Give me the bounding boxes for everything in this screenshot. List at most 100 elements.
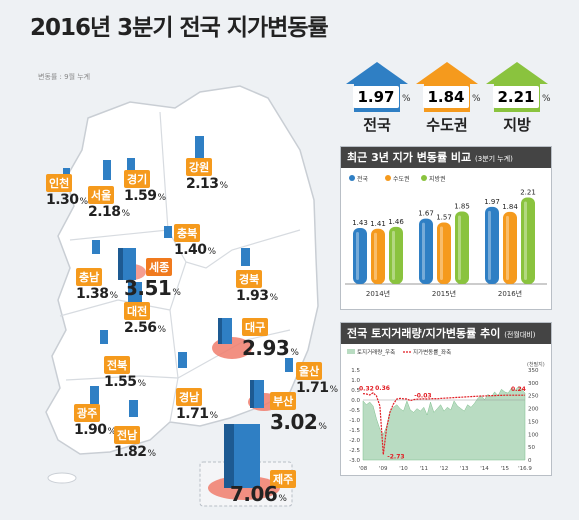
- region-name: 대구: [242, 318, 269, 336]
- region-name: 전남: [114, 426, 141, 444]
- kpi-1: 1.84% 수도권: [414, 60, 481, 134]
- region-name: 세종: [146, 258, 173, 276]
- region-3: 강원 2.13%: [186, 156, 228, 192]
- tick-label: '08: [359, 466, 368, 472]
- region-value: 1.93%: [236, 288, 278, 304]
- region-name: 강원: [186, 158, 213, 176]
- tick-label: 200: [528, 407, 539, 413]
- tick-label: -2.0: [349, 438, 360, 444]
- bar: [419, 218, 433, 284]
- tick-label: 150: [528, 419, 539, 425]
- tick-label: '09: [379, 466, 388, 472]
- region-value: 2.56%: [124, 320, 166, 336]
- kpi-value: 1.84: [423, 86, 469, 108]
- trend-chart-subtitle: (전월대비): [504, 331, 536, 339]
- region-name: 광주: [74, 404, 101, 422]
- region-value: 1.55%: [104, 374, 146, 390]
- region-name: 부산: [270, 392, 297, 410]
- kpi-value: 1.97: [353, 86, 399, 108]
- region-value: 1.71%: [296, 380, 338, 396]
- legend-swatch: [421, 175, 427, 181]
- region-name: 경남: [176, 388, 203, 406]
- tick-label: 2015년: [432, 289, 456, 298]
- tick-label: 0.0: [351, 398, 360, 404]
- region-bar-sides: [118, 248, 254, 488]
- tick-label: 2014년: [366, 289, 390, 298]
- region-16: 제주 7.06%: [230, 468, 297, 506]
- tick-label: 50: [528, 445, 535, 451]
- legend-swatch: [349, 175, 355, 181]
- region-value: 1.82%: [114, 444, 156, 460]
- tick-label: '14: [480, 466, 489, 472]
- tick-label: '10: [399, 466, 408, 472]
- region-4: 충북 1.40%: [174, 222, 216, 258]
- region-14: 광주 1.90%: [74, 402, 116, 438]
- tick-label: 100: [528, 432, 539, 438]
- region-value: 1.38%: [76, 286, 118, 302]
- tick-label: '12: [440, 466, 449, 472]
- bar: [503, 211, 517, 284]
- data-label: 1.41: [370, 220, 386, 228]
- annotation: -2.73: [387, 454, 404, 461]
- region-value: 1.59%: [124, 188, 166, 204]
- bar: [437, 222, 451, 284]
- data-label: 2.21: [520, 188, 536, 196]
- data-label: 1.46: [388, 218, 404, 226]
- tick-label: -0.5: [349, 408, 360, 414]
- legend-swatch: [385, 175, 391, 181]
- region-2: 경기 1.59%: [124, 168, 166, 204]
- kpi-label: 수도권: [426, 116, 468, 134]
- trend-chart-title: 전국 토지거래량/지가변동률 추이: [347, 327, 501, 340]
- volume-area: [362, 386, 526, 461]
- data-label: 1.67: [418, 210, 434, 218]
- legend-label: 토지거래량_우축: [357, 348, 395, 356]
- bar: [371, 228, 385, 284]
- region-name: 경기: [124, 170, 151, 188]
- legend-label: 수도권: [393, 175, 410, 183]
- region-name: 울산: [296, 362, 323, 380]
- kpi-percent: %: [472, 94, 481, 104]
- kpi-percent: %: [402, 94, 411, 104]
- tick-label: '16.9: [518, 466, 532, 472]
- bar: [353, 227, 367, 284]
- annotation: 0.24: [511, 386, 526, 393]
- region-7: 대전 2.56%: [124, 300, 166, 336]
- region-15: 전남 1.82%: [114, 424, 156, 460]
- region-6: 세종 3.51%: [124, 256, 181, 300]
- bar-chart-panel: 최근 3년 지가 변동률 비교 (3분기 누계) 전국 수도권 지방권 1.43 1.4…: [340, 146, 552, 310]
- tick-label: '13: [460, 466, 469, 472]
- tick-label: -1.0: [349, 418, 360, 424]
- kpi-0: 1.97% 전국: [344, 60, 411, 134]
- tick-label: 300: [528, 381, 539, 387]
- data-label: 1.84: [502, 203, 518, 211]
- tick-label: 1.5: [351, 368, 360, 374]
- region-value: 1.90%: [74, 422, 116, 438]
- annotation: 0.32: [359, 386, 374, 393]
- bar-chart-subtitle: (3분기 누계): [475, 155, 513, 163]
- annotation: 0.36: [375, 385, 390, 392]
- bar-chart-title: 최근 3년 지가 변동률 비교: [347, 151, 472, 164]
- region-value: 2.93%: [242, 336, 299, 360]
- region-11: 울산 1.71%: [296, 360, 338, 396]
- bar: [521, 197, 535, 284]
- region-5: 충남 1.38%: [76, 266, 118, 302]
- region-value: 3.02%: [270, 410, 327, 434]
- data-label: 1.97: [484, 198, 500, 206]
- page-title: 2016년 3분기 전국 지가변동률: [30, 15, 329, 41]
- trend-chart: 토지거래량_우축 지가변동률_좌축 (천필지) 1.5 1.0 0.5 0.0 -0.5 -1.…: [347, 348, 545, 472]
- region-name: 전북: [104, 356, 131, 374]
- kpi-percent: %: [542, 94, 551, 104]
- region-12: 경남 1.71%: [176, 386, 218, 422]
- region-0: 인천 1.30%: [46, 172, 88, 208]
- kpi-label: 전국: [363, 116, 391, 134]
- trend-chart-panel: 전국 토지거래량/지가변동률 추이 (전월대비) 토지거래량_우축 지가변동률_좌…: [340, 322, 552, 476]
- tick-label: 2016년: [498, 289, 522, 298]
- bar: [455, 211, 469, 284]
- legend-label: 지가변동률_좌축: [413, 348, 451, 356]
- region-name: 경북: [236, 270, 263, 288]
- bar: [485, 206, 499, 284]
- tick-label: -2.5: [349, 448, 360, 454]
- tick-label: '15: [500, 466, 509, 472]
- tick-label: -3.0: [349, 458, 360, 464]
- annotation: -0.03: [414, 393, 431, 400]
